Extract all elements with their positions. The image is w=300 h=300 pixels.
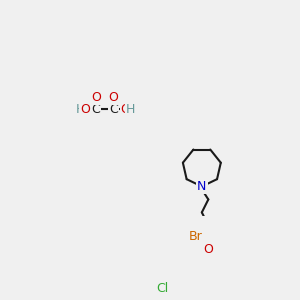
- Text: C: C: [109, 103, 118, 116]
- Text: Br: Br: [189, 230, 203, 244]
- Text: O: O: [121, 103, 130, 116]
- Text: Cl: Cl: [156, 282, 168, 295]
- Text: H: H: [126, 103, 135, 116]
- Text: H: H: [76, 103, 85, 116]
- Text: O: O: [80, 103, 90, 116]
- Text: O: O: [203, 243, 213, 256]
- Text: N: N: [197, 180, 206, 193]
- Text: C: C: [92, 103, 100, 116]
- Text: O: O: [108, 92, 118, 104]
- Text: O: O: [91, 92, 101, 104]
